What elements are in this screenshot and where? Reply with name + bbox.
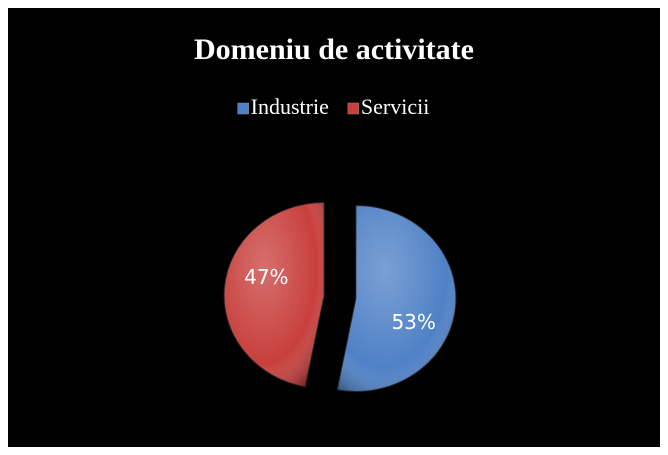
legend-label: Industrie — [251, 94, 329, 119]
legend-label: Servicii — [361, 94, 429, 119]
slice-shade — [224, 202, 325, 387]
legend-swatch — [237, 102, 249, 115]
data-label: 53% — [391, 310, 435, 334]
chart-title: Domeniu de activitate — [194, 33, 474, 66]
slice-shade — [337, 205, 456, 392]
data-label: 47% — [244, 265, 288, 289]
legend-swatch — [347, 102, 360, 115]
chart-area — [8, 8, 660, 447]
